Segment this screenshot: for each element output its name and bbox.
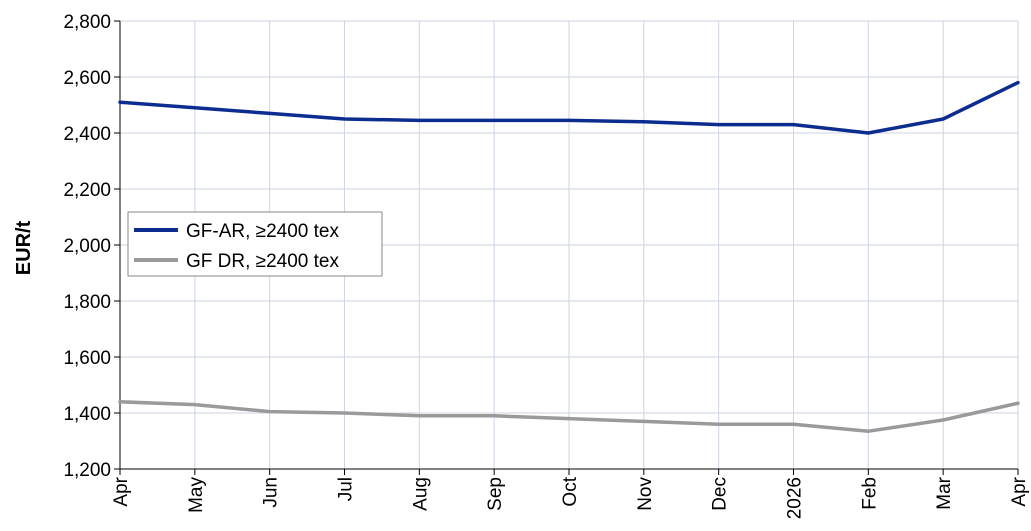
data-point xyxy=(1017,82,1019,84)
data-point xyxy=(718,423,720,425)
y-tick-label: 1,400 xyxy=(63,404,111,425)
x-tick-label: May xyxy=(186,477,207,513)
y-tick-label: 2,000 xyxy=(63,236,111,257)
y-axis-ticks: 1,200 1,400 1,600 1,800 2,000 2,200 2,400 2,600… xyxy=(63,12,120,481)
x-tick-label: Oct xyxy=(560,476,581,506)
y-tick-label: 1,800 xyxy=(63,292,111,313)
data-point xyxy=(568,418,570,420)
y-tick-label: 2,200 xyxy=(63,180,111,201)
data-point xyxy=(344,118,345,120)
data-point xyxy=(643,121,645,123)
y-tick-label: 2,400 xyxy=(63,124,111,145)
data-point xyxy=(269,112,271,114)
data-point xyxy=(793,124,794,126)
data-point xyxy=(418,119,420,121)
x-tick-label: Nov xyxy=(635,477,656,511)
data-point xyxy=(942,419,944,421)
data-point xyxy=(568,119,570,121)
y-tick-label: 2,600 xyxy=(63,68,111,89)
x-tick-label: Dec xyxy=(710,477,731,511)
data-point xyxy=(119,401,121,403)
data-point xyxy=(1017,402,1019,404)
x-tick-label: Mar xyxy=(934,476,955,509)
legend-label: GF-AR, ≥2400 tex xyxy=(186,221,339,242)
x-tick-label: 2026 xyxy=(785,477,806,519)
x-tick-label: Apr xyxy=(1009,476,1030,506)
x-tick-label: Aug xyxy=(410,477,431,511)
legend-box xyxy=(127,211,383,277)
data-point xyxy=(418,415,420,417)
y-tick-label: 2,800 xyxy=(63,12,111,33)
data-point xyxy=(867,132,869,134)
legend-label: GF DR, ≥2400 tex xyxy=(186,251,339,272)
legend: GF-AR, ≥2400 tex GF DR, ≥2400 tex xyxy=(127,211,383,277)
y-tick-label: 1,200 xyxy=(63,460,111,481)
data-point xyxy=(194,404,196,406)
y-tick-label: 1,600 xyxy=(63,348,111,369)
data-point xyxy=(493,119,495,121)
y-axis-title: EUR/t xyxy=(13,220,35,275)
series-lines xyxy=(118,80,1020,433)
data-point xyxy=(344,412,345,414)
data-point xyxy=(194,107,196,109)
data-point xyxy=(718,124,720,126)
x-tick-label: Jun xyxy=(261,477,282,508)
x-axis-ticks: Apr May Jun Jul Aug Sep Oct Nov Dec 2026 Feb Mar Apr xyxy=(111,469,1030,519)
data-point xyxy=(493,415,495,417)
x-tick-label: Feb xyxy=(859,477,880,510)
x-tick-label: Jul xyxy=(336,477,357,501)
x-tick-label: Sep xyxy=(485,477,506,511)
x-tick-label: Apr xyxy=(111,476,132,506)
data-point xyxy=(119,101,121,103)
data-point xyxy=(942,118,944,120)
data-point xyxy=(643,420,645,422)
data-point xyxy=(867,430,869,432)
data-point xyxy=(269,411,271,413)
data-point xyxy=(793,423,794,425)
